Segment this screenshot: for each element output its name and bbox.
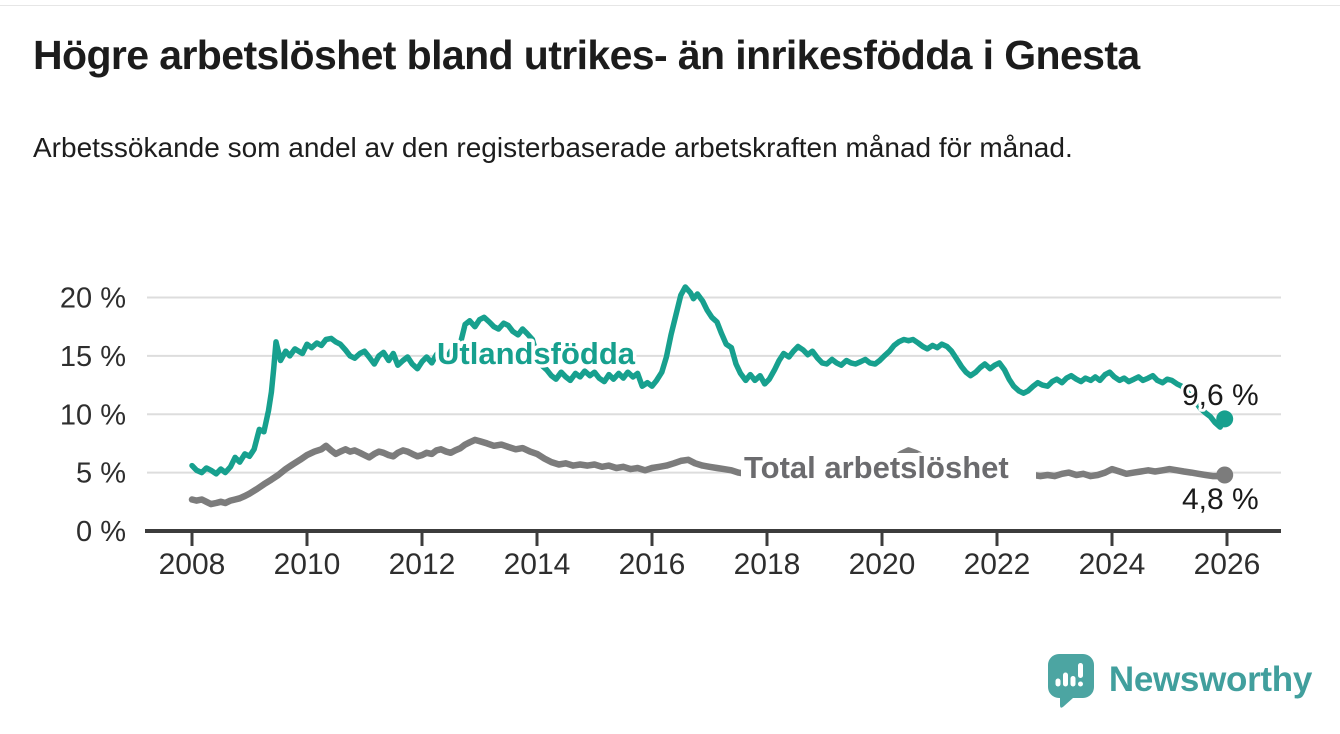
x-tick-label: 2008 xyxy=(159,548,226,581)
chart-title: Högre arbetslöshet bland utrikes- än inr… xyxy=(33,32,1140,78)
x-tick-label: 2026 xyxy=(1194,548,1261,581)
y-tick-label: 15 % xyxy=(60,341,126,373)
chart-subtitle: Arbetssökande som andel av den registerb… xyxy=(33,132,1073,163)
y-tick-label: 0 % xyxy=(76,516,126,548)
total-arbetsloshet-line xyxy=(188,436,1228,508)
y-tick-label: 5 % xyxy=(76,458,126,490)
utlandsfodda-series-label: Utlandsfödda xyxy=(437,336,636,371)
newsworthy-logo-icon xyxy=(1047,653,1094,708)
top-divider xyxy=(0,5,1340,6)
x-tick-label: 2010 xyxy=(274,548,341,581)
total-arbetsloshet-series-label: Total arbetslöshet xyxy=(744,450,1009,485)
y-tick-label: 10 % xyxy=(60,399,126,431)
x-tick-label: 2012 xyxy=(389,548,456,581)
utlandsfodda-line xyxy=(189,284,1228,477)
x-tick-label: 2016 xyxy=(619,548,686,581)
total-arbetsloshet-end-dot xyxy=(1216,466,1234,484)
utlandsfodda-end-value-label: 9,6 % xyxy=(1182,379,1259,412)
x-tick-label: 2022 xyxy=(964,548,1031,581)
x-tick-label: 2020 xyxy=(849,548,916,581)
newsworthy-logo-text: Newsworthy xyxy=(1108,660,1312,699)
x-tick-label: 2018 xyxy=(734,548,801,581)
y-tick-label: 20 % xyxy=(60,283,126,315)
newsworthy-logo: Newsworthy xyxy=(1046,650,1312,710)
x-tick-label: 2024 xyxy=(1079,548,1146,581)
total-arbetsloshet-end-value-label: 4,8 % xyxy=(1182,483,1259,516)
x-tick-label: 2014 xyxy=(504,548,571,581)
utlandsfodda-end-dot xyxy=(1216,410,1234,428)
total-label-mask xyxy=(741,453,1036,482)
unemployment-line-chart: 2008 2010 2012 2014 2016 2018 2020 2022 2024 2026… xyxy=(60,283,1281,581)
